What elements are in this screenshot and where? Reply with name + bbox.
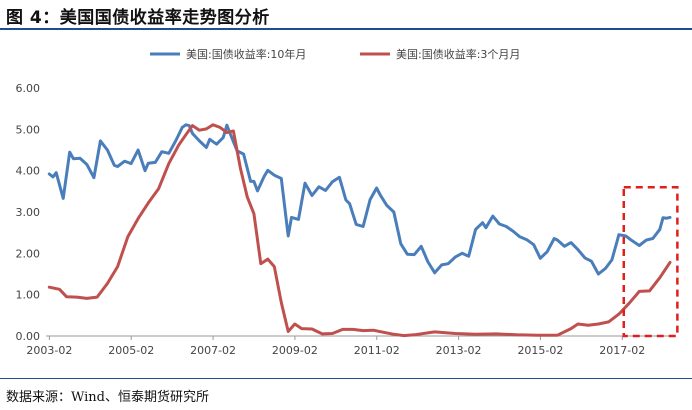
y-tick-label: 5.00 xyxy=(16,123,41,136)
y-tick-label: 2.00 xyxy=(16,247,41,260)
highlight-box xyxy=(622,185,679,338)
x-tick-label: 2011-02 xyxy=(354,344,400,357)
series-line-10y xyxy=(47,123,672,276)
title-bar: 图 4：美国国债收益率走势图分析 xyxy=(0,0,692,30)
x-tick-label: 2005-02 xyxy=(108,344,154,357)
x-tick-label: 2009-02 xyxy=(272,344,318,357)
chart: 美国:国债收益率:10年月 美国:国债收益率:3个月月 0.00 1.00 2.00 3… xyxy=(16,47,679,357)
x-tick-label: 2015-02 xyxy=(517,344,563,357)
x-tick-label: 2003-02 xyxy=(26,344,72,357)
source-bar: 数据来源：Wind、恒泰期货研究所 xyxy=(0,378,692,410)
legend: 美国:国债收益率:10年月 美国:国债收益率:3个月月 xyxy=(150,47,520,61)
x-tick-label: 2017-02 xyxy=(599,344,645,357)
series-line-3m xyxy=(47,123,672,338)
y-tick-label: 1.00 xyxy=(16,289,41,302)
y-tick-label: 3.00 xyxy=(16,206,41,219)
x-tick-label: 2007-02 xyxy=(190,344,236,357)
plot-area xyxy=(47,123,679,338)
y-axis: 0.00 1.00 2.00 3.00 4.00 5.00 6.00 xyxy=(16,82,41,343)
legend-label: 美国:国债收益率:10年月 xyxy=(186,47,306,61)
legend-label: 美国:国债收益率:3个月月 xyxy=(396,47,520,61)
x-axis: 2003-02 2005-02 2007-02 2009-02 2011-02 2013-… xyxy=(26,335,670,357)
y-tick-label: 0.00 xyxy=(16,330,41,343)
figure-title: 图 4：美国国债收益率走势图分析 xyxy=(6,8,270,28)
source-note: 数据来源：Wind、恒泰期货研究所 xyxy=(6,390,209,405)
y-tick-label: 6.00 xyxy=(16,82,41,95)
x-tick-label: 2013-02 xyxy=(436,344,482,357)
y-tick-label: 4.00 xyxy=(16,165,41,178)
legend-item: 美国:国债收益率:10年月 xyxy=(150,47,306,61)
legend-item: 美国:国债收益率:3个月月 xyxy=(360,47,520,61)
